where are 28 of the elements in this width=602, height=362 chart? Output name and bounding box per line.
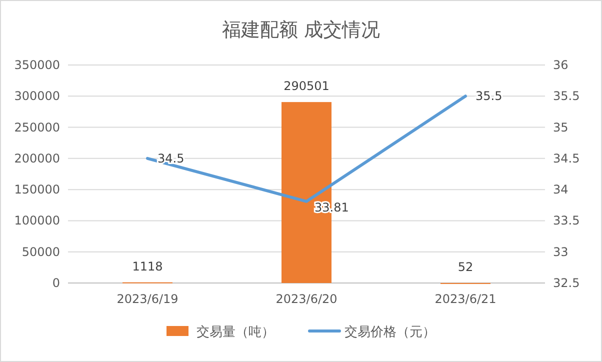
y2-tick-label: 33 — [553, 244, 568, 259]
data-label: 34.5 — [158, 151, 184, 166]
y-tick-label: 250000 — [14, 120, 60, 134]
y-tick-label: 300000 — [14, 89, 60, 104]
y2-tick-label: 33.5 — [553, 214, 580, 228]
y-tick-label: 150000 — [14, 182, 60, 197]
legend-label: 交易价格（元） — [344, 324, 436, 340]
x-tick-label: 2023/6/20 — [276, 292, 338, 306]
y2-tick-label: 35 — [553, 120, 568, 134]
data-label: 52 — [458, 260, 474, 274]
y-tick-label: 50000 — [22, 244, 60, 259]
data-label: 35.5 — [476, 89, 502, 104]
y2-tick-label: 35.5 — [553, 89, 580, 104]
x-tick-label: 2023/6/21 — [434, 292, 496, 306]
y2-tick-label: 36 — [553, 58, 568, 72]
data-label: 1118 — [132, 259, 163, 274]
y-tick-label: 0 — [52, 276, 60, 290]
y-tick-label: 350000 — [14, 58, 60, 72]
data-label: 33.81 — [314, 200, 349, 214]
y2-tick-label: 34 — [553, 182, 568, 197]
chart-title: 福建配额 成交情况 — [222, 19, 380, 41]
x-tick-label: 2023/6/19 — [116, 292, 178, 306]
data-label: 290501 — [284, 79, 330, 94]
legend-label: 交易量（吨） — [196, 324, 274, 340]
y-tick-label: 100000 — [14, 214, 60, 228]
y-tick-label: 200000 — [14, 151, 60, 166]
y2-tick-label: 34.5 — [553, 151, 580, 166]
y2-tick-label: 32.5 — [553, 276, 580, 290]
